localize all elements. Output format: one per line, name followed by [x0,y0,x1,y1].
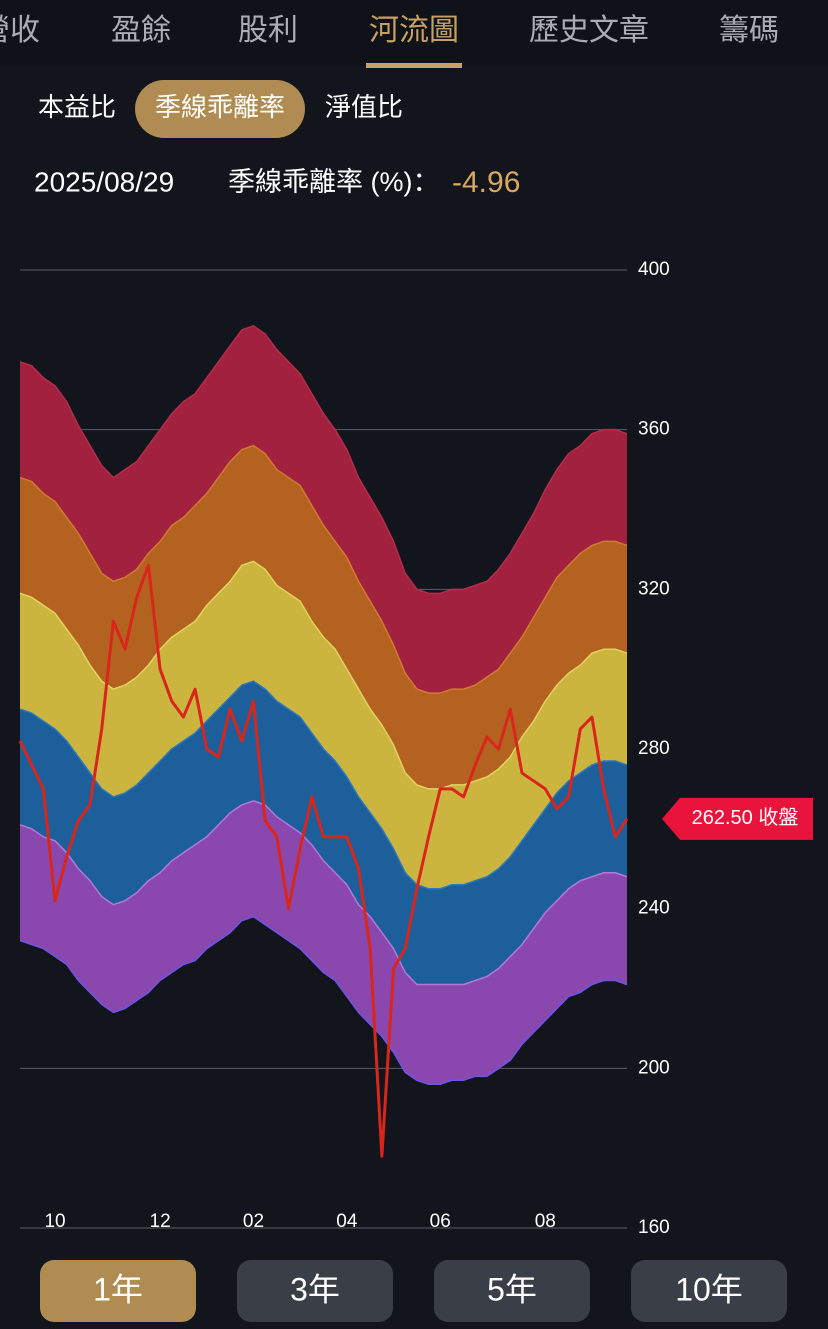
band-boundary [19,560,628,790]
period-button[interactable] [237,1260,393,1322]
x-tick-label: 04 [336,1211,358,1232]
y-tick-label: 400 [638,259,670,280]
tab-underline [366,63,462,68]
tab[interactable]: 河流圖 [369,14,459,47]
y-tick-label: 280 [638,738,670,759]
tab[interactable]: 籌碼 [719,14,779,47]
river-band [20,561,627,889]
tab[interactable]: 股利 [238,14,298,47]
x-tick-label: 02 [243,1211,264,1232]
band-boundary [19,325,628,595]
x-tick-label: 06 [430,1211,451,1232]
y-tick-label: 160 [638,1217,670,1238]
price-tag-label: 262.50 收盤 [692,806,799,829]
period-button[interactable] [434,1260,590,1322]
y-tick-label: 200 [638,1057,670,1078]
period-label[interactable]: 1年 [93,1271,143,1307]
period-label[interactable]: 10年 [675,1271,743,1307]
river-band [20,445,627,789]
river-band [20,325,627,694]
price-line [18,563,629,1158]
river-band [20,800,627,1085]
tab[interactable]: 營收 [0,14,40,47]
period-button[interactable] [631,1260,787,1322]
sub-tab-pill [135,80,305,138]
band-boundary [19,444,628,694]
x-tick-label: 12 [150,1211,171,1232]
sub-tab[interactable]: 淨值比 [325,92,403,122]
tab[interactable]: 歷史文章 [529,14,649,47]
period-label[interactable]: 3年 [290,1271,340,1307]
info-label: 季線乖離率 (%)： [228,167,440,197]
price-tag [662,797,813,840]
info-value: -4.96 [452,166,520,199]
info-date: 2025/08/29 [34,166,174,197]
y-tick-label: 320 [638,578,670,599]
chart: 160 200 240 280 320 360 400 10 12 02 04 06 08 262.50 … [18,259,813,1238]
x-tick-label: 08 [535,1211,556,1232]
band-boundary [19,680,628,890]
tab[interactable]: 盈餘 [111,14,171,47]
sub-tab[interactable]: 季線乖離率 [155,92,285,122]
y-tick-label: 360 [638,419,670,440]
period-label[interactable]: 5年 [487,1271,537,1307]
band-boundary [19,800,628,986]
x-tick-label: 10 [44,1211,65,1232]
period-button[interactable] [40,1260,196,1322]
y-tick-label: 240 [638,898,670,919]
band-boundary [19,915,628,1086]
sub-tab[interactable]: 本益比 [38,92,116,122]
tab-bar [0,0,828,66]
